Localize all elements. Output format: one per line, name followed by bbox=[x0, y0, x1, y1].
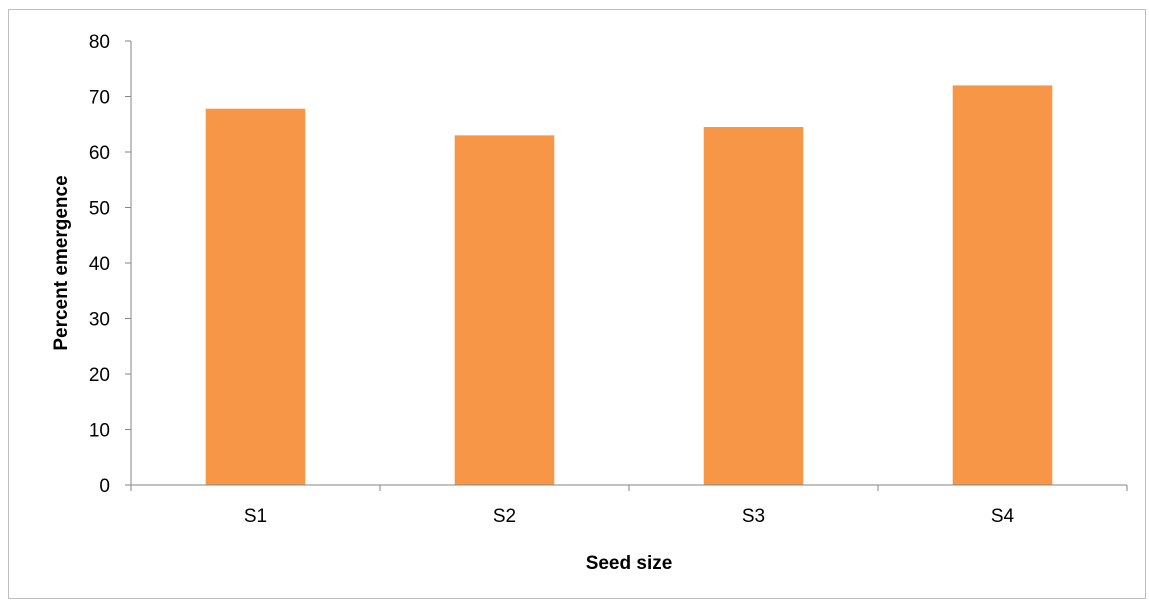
bar-s2 bbox=[454, 135, 555, 485]
y-tick-label: 10 bbox=[89, 421, 110, 442]
bar-s1 bbox=[205, 108, 306, 486]
bar-s3 bbox=[703, 127, 804, 486]
y-axis-ticks: 0 10 20 30 40 50 60 70 80 bbox=[89, 32, 131, 497]
y-tick-label: 60 bbox=[89, 143, 110, 164]
x-tick-label-s2: S2 bbox=[493, 506, 516, 527]
x-tick-label-s4: S4 bbox=[991, 506, 1015, 527]
y-tick-label: 50 bbox=[89, 199, 110, 220]
y-tick-label: 30 bbox=[89, 310, 110, 331]
y-tick-label: 20 bbox=[89, 365, 110, 386]
x-axis-title: Seed size bbox=[586, 553, 673, 574]
y-axis-title: Percent emergence bbox=[51, 175, 72, 350]
x-axis-ticks: S1 S2 S3 S4 bbox=[130, 485, 1128, 527]
y-tick-label: 0 bbox=[99, 476, 110, 497]
y-tick-label: 70 bbox=[89, 88, 110, 109]
bar-s4 bbox=[952, 85, 1053, 486]
y-tick-label: 80 bbox=[89, 32, 110, 53]
x-tick-label-s3: S3 bbox=[742, 506, 765, 527]
bars-layer bbox=[205, 85, 1053, 486]
x-tick-label-s1: S1 bbox=[244, 506, 267, 527]
y-tick-label: 40 bbox=[89, 254, 110, 275]
